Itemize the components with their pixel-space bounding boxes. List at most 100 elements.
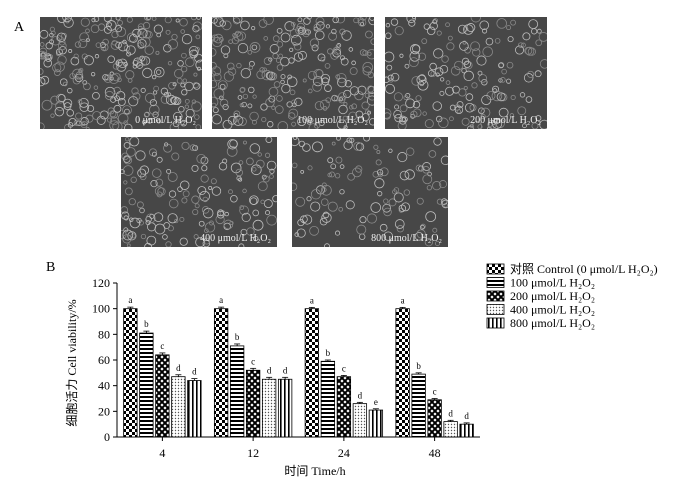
cell-mark	[353, 17, 359, 24]
cell-mark	[336, 137, 341, 141]
cell-mark	[351, 60, 356, 66]
cell-mark	[61, 32, 67, 39]
cell-mark	[67, 122, 74, 128]
cell-mark	[416, 229, 426, 239]
cell-mark	[249, 143, 261, 154]
cell-mark	[302, 29, 310, 38]
cell-mark	[454, 60, 464, 71]
cell-mark	[251, 25, 256, 31]
cell-mark	[40, 47, 48, 56]
significance-letter: d	[358, 390, 363, 400]
cell-mark	[344, 80, 352, 88]
cell-mark	[121, 211, 130, 220]
cell-mark	[286, 76, 298, 87]
cell-mark	[463, 24, 474, 35]
cell-mark	[272, 195, 277, 203]
cell-mark	[439, 64, 449, 74]
cell-mark	[258, 19, 268, 28]
x-tick-label: 12	[247, 446, 259, 460]
significance-letter: b	[144, 319, 149, 329]
cell-mark	[424, 238, 433, 247]
cell-mark	[425, 211, 437, 222]
cell-mark	[379, 167, 389, 177]
cell-mark	[352, 167, 362, 178]
cell-mark	[248, 86, 255, 94]
cell-mark	[167, 39, 179, 50]
cell-mark	[369, 17, 374, 21]
cell-mark	[93, 17, 100, 22]
cell-mark	[174, 68, 184, 79]
cell-mark	[261, 174, 267, 180]
cell-mark	[368, 17, 374, 26]
bar-48h-series-2	[427, 399, 442, 438]
cell-mark	[228, 189, 233, 195]
cell-mark	[476, 55, 487, 66]
cell-mark	[510, 19, 517, 26]
cell-mark	[335, 17, 346, 24]
cell-mark	[313, 26, 319, 32]
cell-mark	[519, 92, 526, 98]
cell-mark	[432, 181, 442, 191]
cell-mark	[422, 111, 427, 116]
cell-mark	[440, 198, 448, 205]
y-tick-label: 100	[92, 302, 110, 316]
cell-mark	[191, 99, 197, 104]
cell-mark	[446, 42, 455, 51]
cell-mark	[182, 190, 190, 198]
cell-mark	[375, 159, 382, 166]
legend-swatch	[486, 277, 505, 288]
cell-mark	[268, 57, 273, 62]
cell-mark	[377, 191, 383, 197]
panel-b-label: B	[46, 260, 56, 275]
cell-mark	[147, 118, 153, 124]
cell-mark	[251, 119, 257, 125]
cell-mark	[264, 152, 271, 158]
y-tick-label: 120	[92, 276, 110, 290]
cell-mark	[426, 185, 432, 191]
legend-label: 100 μmol/L H₂O₂	[510, 276, 595, 290]
cell-mark	[192, 82, 199, 89]
cell-mark	[281, 84, 291, 94]
cell-mark	[496, 18, 507, 29]
cell-mark	[531, 122, 539, 129]
cell-mark	[506, 78, 512, 84]
cell-mark	[199, 190, 210, 202]
cell-mark	[297, 117, 307, 127]
cell-mark	[293, 52, 304, 62]
cell-mark	[212, 70, 216, 77]
cell-mark	[359, 49, 367, 56]
cell-mark	[256, 70, 266, 80]
cell-mark	[289, 28, 299, 38]
cell-mark	[213, 88, 225, 99]
cell-mark	[181, 52, 187, 59]
cell-mark	[236, 62, 242, 69]
cell-mark	[130, 233, 136, 239]
legend-label: 800 μmol/L H₂O₂	[510, 316, 595, 330]
cell-mark	[320, 184, 332, 196]
legend-swatch	[486, 263, 505, 275]
cell-mark	[346, 137, 353, 144]
cell-mark	[196, 66, 201, 71]
cell-mark	[341, 30, 352, 41]
cell-mark	[230, 194, 238, 203]
cell-mark	[338, 207, 344, 212]
cell-mark	[200, 174, 209, 183]
cell-mark	[321, 187, 327, 193]
cell-mark	[401, 202, 410, 212]
cell-mark	[343, 140, 353, 150]
cell-mark	[310, 201, 321, 212]
cell-mark	[229, 139, 238, 149]
cell-mark	[181, 33, 193, 45]
cell-mark	[262, 67, 268, 73]
cell-mark	[247, 103, 253, 109]
cell-mark	[443, 203, 448, 208]
cell-mark	[227, 62, 235, 71]
cell-mark	[390, 18, 399, 26]
cell-mark	[181, 89, 188, 96]
cell-mark	[121, 169, 125, 175]
cell-mark	[472, 120, 482, 129]
cell-mark	[200, 156, 209, 165]
cell-mark	[49, 39, 54, 45]
cell-mark	[50, 113, 55, 118]
cell-mark	[412, 100, 421, 109]
